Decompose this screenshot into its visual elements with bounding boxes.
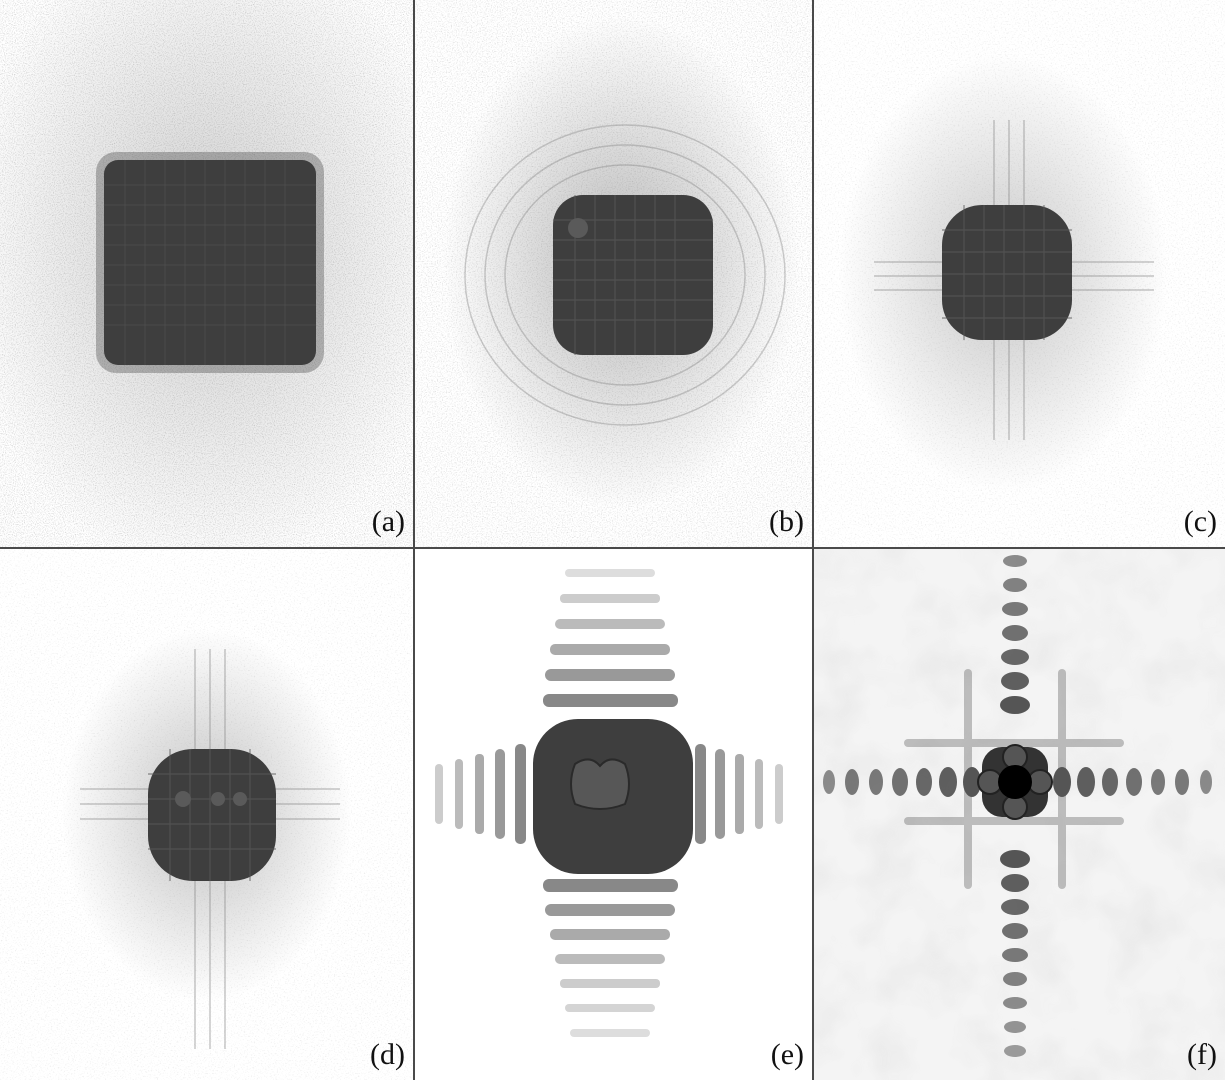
panel-c-label: (c) xyxy=(1183,505,1217,538)
panel-a-image xyxy=(0,0,413,547)
panel-b-label: (b) xyxy=(769,505,804,538)
panel-a-label: (a) xyxy=(371,505,405,538)
panel-e: (e) xyxy=(415,549,812,1080)
panel-e-image xyxy=(415,549,812,1080)
horizontal-divider xyxy=(0,547,1225,549)
panel-f-image xyxy=(814,549,1225,1080)
panel-d-image xyxy=(0,549,413,1080)
panel-b-image xyxy=(415,0,812,547)
vertical-divider-1 xyxy=(413,0,415,1080)
vertical-divider-2 xyxy=(812,0,814,1080)
panel-e-label: (e) xyxy=(770,1038,804,1071)
panel-d-label: (d) xyxy=(370,1038,405,1071)
panel-f-label: (f) xyxy=(1187,1038,1217,1071)
panel-f: (f) xyxy=(814,549,1225,1080)
panel-f-center-spot xyxy=(998,765,1032,799)
panel-c-image xyxy=(814,0,1225,547)
panel-b: (b) xyxy=(415,0,812,547)
panel-d: (d) xyxy=(0,549,413,1080)
panel-c: (c) xyxy=(814,0,1225,547)
panel-a: (a) xyxy=(0,0,413,547)
